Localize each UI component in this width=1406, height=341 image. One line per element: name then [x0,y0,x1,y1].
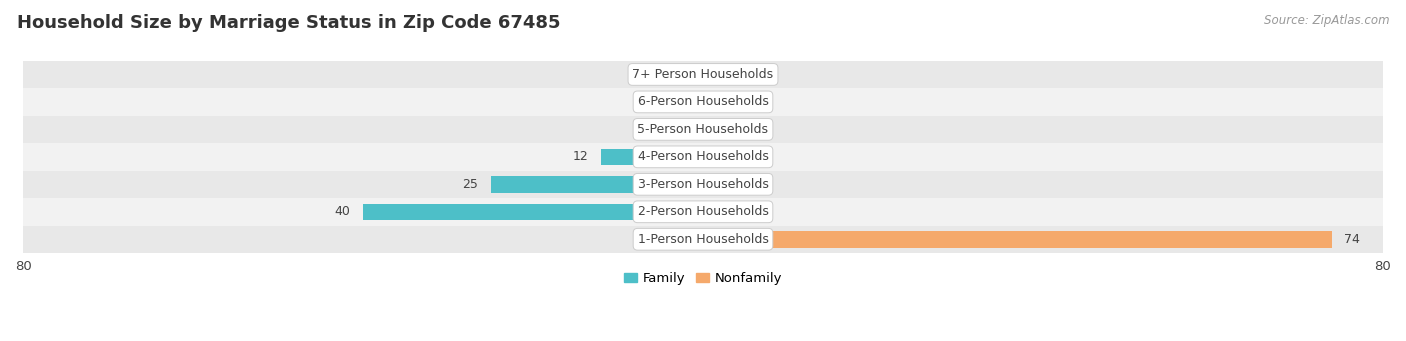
Legend: Family, Nonfamily: Family, Nonfamily [619,267,787,291]
Text: 0: 0 [648,68,657,81]
Text: Household Size by Marriage Status in Zip Code 67485: Household Size by Marriage Status in Zip… [17,14,561,32]
Text: 0: 0 [749,95,758,108]
Bar [703,176,737,193]
Text: 0: 0 [749,68,758,81]
Bar [686,94,703,110]
Bar [24,170,1382,198]
Text: 7+ Person Households: 7+ Person Households [633,68,773,81]
Text: 1: 1 [724,205,733,218]
Text: 4-Person Households: 4-Person Households [637,150,769,163]
Bar [600,149,703,165]
Bar [669,66,703,83]
Bar [703,231,1331,248]
Bar [24,88,1382,116]
Text: 74: 74 [1344,233,1360,246]
Bar [24,198,1382,225]
Bar [24,225,1382,253]
Bar [669,121,703,138]
Bar [24,61,1382,88]
Bar [703,149,737,165]
Text: 3-Person Households: 3-Person Households [637,178,769,191]
Text: 0: 0 [749,123,758,136]
Text: 5-Person Households: 5-Person Households [637,123,769,136]
Text: 40: 40 [335,205,350,218]
Text: 2: 2 [665,95,673,108]
Bar [703,94,737,110]
Bar [703,66,737,83]
Text: 0: 0 [749,150,758,163]
Text: 2-Person Households: 2-Person Households [637,205,769,218]
Text: 12: 12 [572,150,588,163]
Text: 0: 0 [648,233,657,246]
Bar [669,231,703,248]
Bar [24,143,1382,170]
Bar [703,121,737,138]
Text: 0: 0 [648,123,657,136]
Bar [363,204,703,220]
Text: Source: ZipAtlas.com: Source: ZipAtlas.com [1264,14,1389,27]
Bar [703,204,711,220]
Text: 1-Person Households: 1-Person Households [637,233,769,246]
Bar [491,176,703,193]
Text: 6-Person Households: 6-Person Households [637,95,769,108]
Bar [24,116,1382,143]
Text: 25: 25 [463,178,478,191]
Text: 0: 0 [749,178,758,191]
